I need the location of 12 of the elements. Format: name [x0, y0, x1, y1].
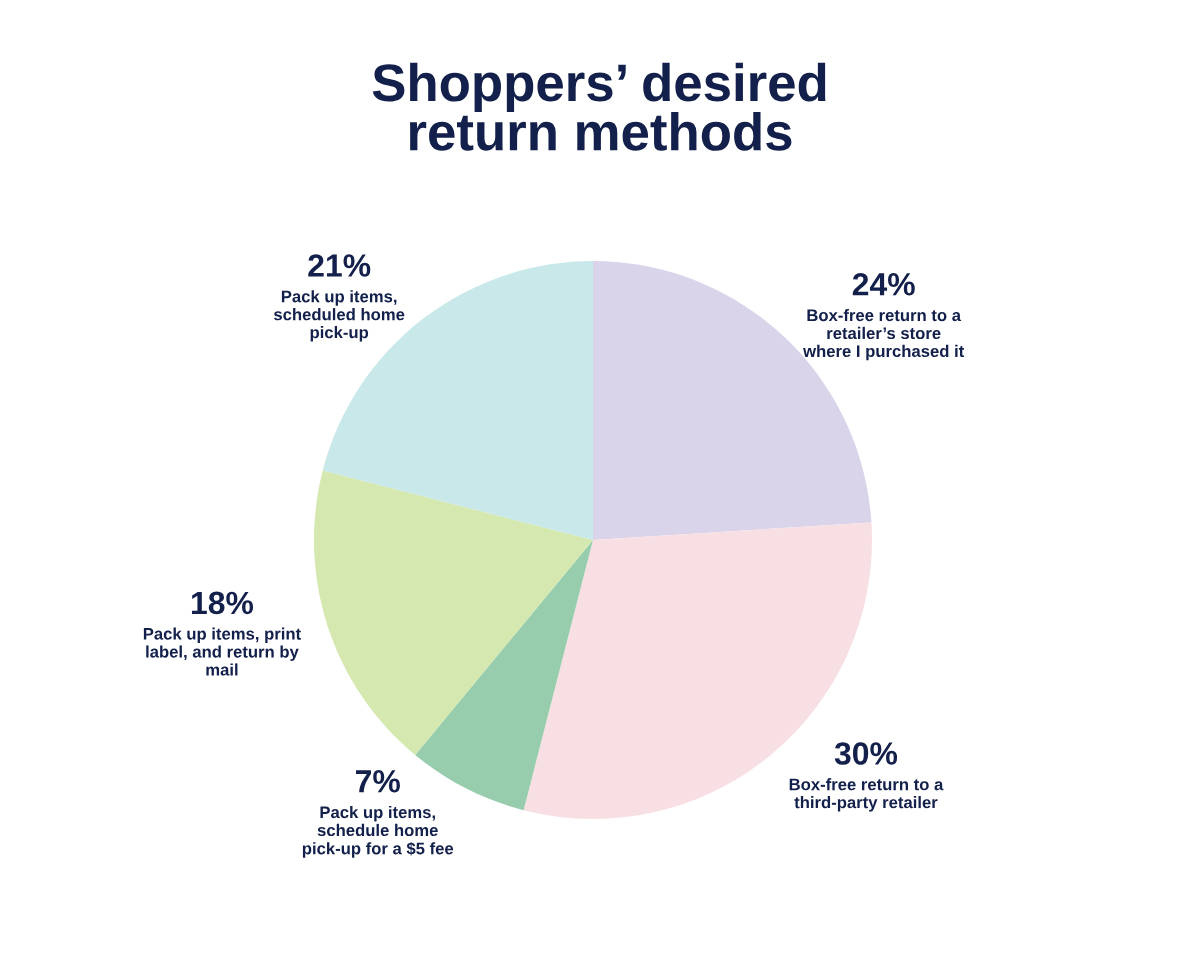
- slice-label: Box-free return to a third-party retailer: [789, 778, 944, 812]
- slice-label: Pack up items, scheduled home pick-up: [273, 290, 405, 342]
- data-label: 21%: [308, 254, 371, 277]
- data-label: 18%: [191, 591, 254, 615]
- chart-title: Shoppers’ desired return methods: [372, 62, 826, 151]
- data-label: 30%: [834, 742, 898, 765]
- slice-label: Box-free return to a retailer’s store where I purchased it: [803, 308, 965, 361]
- pie-slice: [314, 470, 593, 755]
- data-label: 24%: [852, 273, 915, 296]
- slice-label: Pack up items, print label, and return by mail: [143, 627, 301, 676]
- data-label: 7%: [356, 770, 400, 793]
- slice-label: Pack up items, schedule home pick-up for a $5 fee: [302, 805, 454, 858]
